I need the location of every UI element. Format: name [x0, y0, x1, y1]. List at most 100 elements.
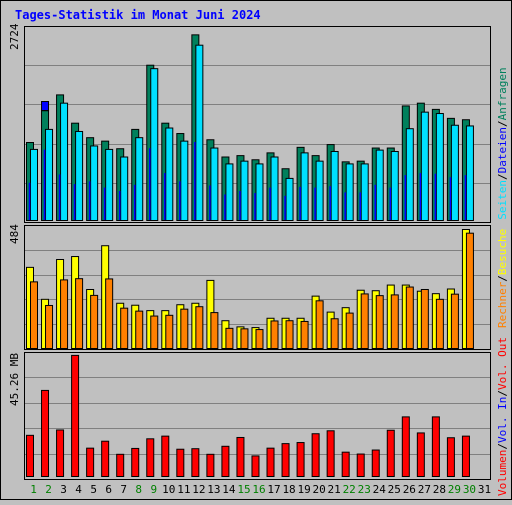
bar-volumen: [116, 453, 125, 477]
bar-volumen: [236, 436, 245, 477]
bar-volumen: [416, 432, 425, 477]
bar-volumen: [431, 416, 440, 477]
x-tick-label: 27: [418, 483, 431, 496]
bar-dateien: [60, 102, 69, 221]
legend-sep-2: /: [496, 390, 509, 397]
bar-volumen: [131, 447, 140, 478]
bar-rechner: [150, 315, 159, 349]
legend-volumen: Volumen: [496, 450, 509, 496]
bar-rechner: [450, 293, 459, 349]
legend-vol-out: Vol. Out: [496, 337, 509, 390]
bar-volumen: [146, 438, 155, 478]
bar-rechner: [360, 293, 369, 350]
bar-rechner: [30, 281, 38, 350]
bar-rechner: [330, 318, 339, 349]
x-tick-label: 16: [252, 483, 265, 496]
bar-volumen: [101, 440, 110, 478]
bar-dateien: [240, 160, 249, 221]
legend-dateien: Dateien: [496, 127, 509, 173]
x-tick-label: 7: [120, 483, 127, 496]
bar-dateien: [360, 163, 369, 221]
bar-rechner: [45, 304, 54, 350]
bar-volumen: [356, 453, 365, 478]
bar-volumen: [41, 389, 50, 478]
bar-volumen: [446, 437, 455, 477]
bar-rechner: [465, 232, 474, 349]
x-tick-label: 5: [90, 483, 97, 496]
legend-sep-3: /: [496, 275, 509, 282]
x-tick-label: 23: [358, 483, 371, 496]
bar-dateien: [255, 163, 264, 221]
bar-dateien: [285, 177, 294, 221]
y-max-label-visits: 484: [8, 224, 21, 244]
bar-volumen: [161, 435, 170, 477]
bar-dateien: [225, 163, 234, 221]
bar-dateien: [450, 124, 459, 221]
bar-rechner: [90, 294, 99, 349]
panel-volume: [24, 352, 491, 480]
panel-requests: [24, 26, 491, 223]
bar-dateien: [405, 128, 414, 221]
legend-right: Volumen/Vol. In/Vol. OutRechner/BesucheS…: [496, 67, 509, 496]
x-tick-label: 29: [448, 483, 461, 496]
bar-rechner: [165, 314, 174, 350]
bar-rechner: [345, 312, 354, 349]
x-tick-label: 17: [267, 483, 280, 496]
bar-rechner: [195, 306, 204, 350]
chart-title: Tages-Statistik im Monat Juni 2024: [15, 8, 261, 22]
x-tick-label: 28: [433, 483, 446, 496]
x-tick-label: 31: [478, 483, 491, 496]
bar-rechner: [420, 288, 429, 349]
bar-volumen: [326, 430, 335, 478]
x-axis-labels: 1 2 3 4 5 6 7 8 9 10 11 12 13 14 15 16 17 18 19 20 21 22 23 24 2…: [30, 483, 491, 496]
bar-rechner: [270, 320, 279, 349]
x-tick-label: 9: [150, 483, 157, 496]
bar-rechner: [75, 278, 84, 349]
bar-rechner: [285, 320, 294, 350]
bar-volumen: [71, 354, 80, 478]
x-tick-label: 18: [282, 483, 295, 496]
bar-rechner: [120, 307, 129, 349]
bar-volumen: [86, 447, 95, 477]
legend-vol-in: Vol. In: [496, 397, 509, 443]
bar-rechner: [405, 286, 414, 349]
bar-dateien: [330, 150, 339, 221]
x-tick-label: 19: [297, 483, 310, 496]
bar-rechner: [225, 327, 234, 349]
x-tick-label: 4: [75, 483, 82, 496]
bar-dateien: [180, 140, 189, 221]
bar-dateien: [390, 150, 399, 221]
bar-rechner: [315, 300, 324, 350]
x-tick-label: 11: [177, 483, 190, 496]
bar-rechner: [375, 295, 384, 349]
bar-rechner: [180, 308, 189, 350]
bar-dateien: [165, 127, 174, 221]
x-tick-label: 12: [192, 483, 205, 496]
x-tick-label: 3: [60, 483, 67, 496]
bar-dateien: [435, 113, 444, 221]
bar-volumen: [206, 453, 215, 477]
x-tick-label: 24: [373, 483, 387, 496]
bar-volumen: [221, 445, 230, 477]
x-tick-label: 25: [388, 483, 401, 496]
legend-rechner: Rechner: [496, 281, 509, 328]
bar-rechner: [390, 294, 399, 349]
bar-dateien: [45, 128, 54, 221]
bar-volumen: [461, 435, 470, 477]
bar-dateien: [210, 147, 219, 221]
y-max-label-volume: 45.26 MB: [8, 353, 21, 406]
x-tick-label: 10: [162, 483, 175, 496]
x-tick-label: 14: [222, 483, 236, 496]
panel-visits: [24, 225, 491, 350]
bar-volumen: [281, 443, 290, 478]
bar-dateien: [270, 156, 279, 222]
bar-dateien: [75, 130, 84, 221]
bar-rechner: [240, 328, 249, 349]
bar-rechner: [135, 310, 144, 350]
bar-dateien: [315, 160, 324, 221]
bar-dateien: [90, 145, 99, 221]
bar-dateien: [135, 137, 144, 221]
x-tick-label: 22: [343, 483, 356, 496]
